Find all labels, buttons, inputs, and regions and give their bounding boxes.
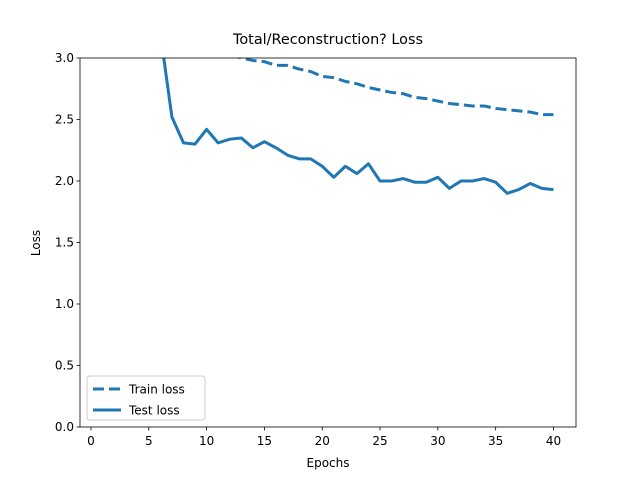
y-axis-label: Loss (29, 230, 43, 256)
line-series (162, 58, 554, 195)
y-tick-label: 0.5 (55, 359, 74, 373)
y-tick-label: 2.5 (55, 113, 74, 127)
x-tick-label: 40 (546, 434, 561, 448)
x-tick-label: 15 (257, 434, 272, 448)
legend-label: Test loss (128, 404, 180, 418)
y-tick-label: 1.5 (55, 236, 74, 250)
x-tick-label: 25 (372, 434, 387, 448)
line-series (236, 58, 554, 117)
x-tick-label: 20 (315, 434, 330, 448)
y-tick-label: 1.0 (55, 297, 74, 311)
x-tick-label: 5 (145, 434, 153, 448)
x-tick-label: 35 (488, 434, 503, 448)
x-axis-label: Epochs (307, 456, 350, 470)
axes-frame (79, 57, 577, 428)
x-tick-label: 0 (87, 434, 95, 448)
y-tick-label: 0.0 (55, 420, 74, 434)
x-tick-label: 30 (430, 434, 445, 448)
y-tick-label: 3.0 (55, 51, 74, 65)
chart-title: Total/Reconstruction? Loss (232, 32, 423, 48)
x-tick-label: 10 (199, 434, 214, 448)
y-tick-label: 2.0 (55, 174, 74, 188)
plot-area (162, 58, 554, 195)
legend-label: Train loss (128, 383, 185, 397)
